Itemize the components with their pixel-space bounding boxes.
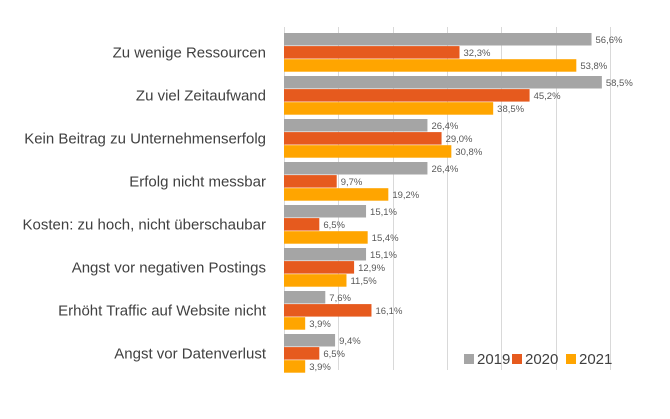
bar-2019-6 (284, 248, 367, 261)
value-label: 26,4% (431, 121, 458, 132)
category-labels: Zu wenige Ressourcen Zu viel Zeitaufwand K… (23, 44, 267, 362)
value-label: 15,1% (370, 250, 397, 261)
category-label: Erfolg nicht messbar (129, 173, 266, 190)
bar-2021-5 (284, 231, 368, 244)
category-label: Erhöht Traffic auf Website nicht (58, 302, 267, 319)
legend-label-2020: 2020 (525, 351, 558, 368)
value-label: 29,0% (446, 134, 473, 145)
category-label: Angst vor negativen Postings (72, 259, 266, 276)
bar-2019-8 (284, 334, 336, 347)
bar-2021-1 (284, 59, 577, 72)
legend-label-2021: 2021 (579, 351, 612, 368)
bars (284, 33, 602, 373)
bar-2020-2 (284, 89, 530, 102)
bar-2021-7 (284, 317, 306, 330)
value-label: 32,3% (463, 48, 490, 59)
value-label: 3,9% (309, 362, 331, 373)
value-labels: 56,6% 32,3% 53,8% 58,5% 45,2% 38,5% 26,4% 29,0%… (309, 35, 633, 373)
category-label: Zu viel Zeitaufwand (136, 87, 266, 104)
value-label: 11,5% (350, 276, 377, 287)
value-label: 6,5% (323, 220, 345, 231)
bar-2019-1 (284, 33, 592, 46)
bar-2020-7 (284, 304, 372, 317)
legend-swatch-2021 (566, 354, 576, 364)
bar-2020-8 (284, 347, 320, 360)
bar-2021-6 (284, 274, 347, 287)
value-label: 3,9% (309, 319, 331, 330)
legend-swatch-2020 (512, 354, 522, 364)
bar-2019-7 (284, 291, 326, 304)
bar-2019-3 (284, 119, 428, 132)
bar-2020-3 (284, 132, 442, 145)
value-label: 12,9% (358, 263, 385, 274)
value-label: 16,1% (375, 306, 402, 317)
value-label: 9,4% (339, 336, 361, 347)
legend: 2019 2020 2021 (464, 351, 612, 368)
value-label: 56,6% (596, 35, 623, 46)
bar-2020-5 (284, 218, 320, 231)
value-label: 19,2% (392, 190, 419, 201)
bar-2020-6 (284, 261, 355, 274)
bar-2020-1 (284, 46, 460, 59)
category-label: Zu wenige Ressourcen (113, 44, 266, 61)
bar-2019-5 (284, 205, 367, 218)
legend-swatch-2019 (464, 354, 474, 364)
value-label: 58,5% (606, 78, 633, 89)
category-label: Kein Beitrag zu Unternehmenserfolg (24, 130, 266, 147)
value-label: 30,8% (455, 147, 482, 158)
bar-2021-2 (284, 102, 494, 115)
bar-2021-8 (284, 360, 306, 373)
value-label: 45,2% (534, 91, 561, 102)
value-label: 6,5% (323, 349, 345, 360)
value-label: 15,1% (370, 207, 397, 218)
value-label: 15,4% (372, 233, 399, 244)
value-label: 7,6% (329, 293, 351, 304)
bar-2021-3 (284, 145, 452, 158)
legend-label-2019: 2019 (477, 351, 510, 368)
value-label: 9,7% (341, 177, 363, 188)
value-label: 53,8% (580, 61, 607, 72)
category-label: Kosten: zu hoch, nicht überschaubar (23, 216, 267, 233)
category-label: Angst vor Datenverlust (114, 345, 267, 362)
value-label: 26,4% (431, 164, 458, 175)
value-label: 38,5% (497, 104, 524, 115)
bar-2019-4 (284, 162, 428, 175)
bar-2019-2 (284, 76, 602, 89)
bar-2021-4 (284, 188, 389, 201)
bar-2020-4 (284, 175, 337, 188)
